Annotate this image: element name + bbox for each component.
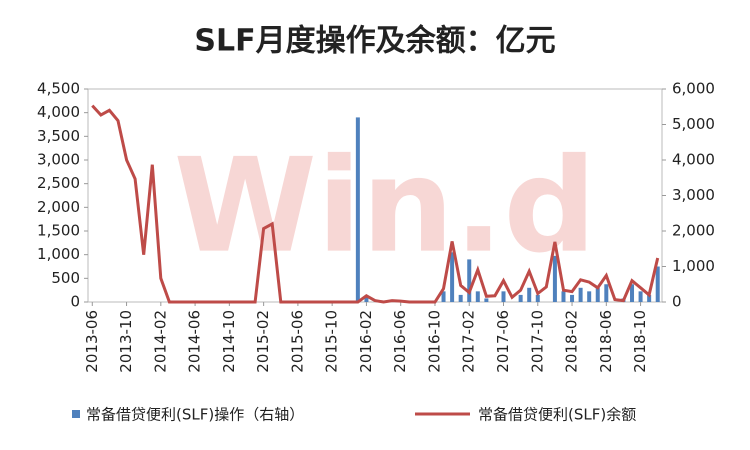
bar <box>475 291 480 302</box>
bar <box>467 259 472 302</box>
y2-tick-label: 6,000 <box>672 80 715 98</box>
legend-swatch <box>72 410 80 418</box>
bar <box>561 291 566 302</box>
bar <box>355 117 360 303</box>
bar <box>458 294 463 302</box>
x-tick-label: 2015-10 <box>323 310 341 373</box>
x-tick-label: 2017-02 <box>460 310 478 373</box>
x-tick-label: 2016-06 <box>391 310 409 373</box>
x-tick-label: 2018-06 <box>597 310 615 373</box>
x-tick-label: 2015-06 <box>288 310 306 373</box>
bar <box>484 298 489 302</box>
y-tick-label: 1,000 <box>37 245 80 263</box>
y-tick-label: 4,500 <box>37 80 80 98</box>
bar <box>552 255 557 302</box>
y-tick-label: 0 <box>70 293 80 311</box>
legend-label: 常备借贷便利(SLF)操作（右轴） <box>86 406 304 424</box>
x-tick-label: 2015-02 <box>254 310 272 373</box>
bar <box>535 294 540 302</box>
bar <box>587 291 592 302</box>
chart-title: SLF月度操作及余额：亿元 <box>194 24 555 59</box>
y-tick-label: 4,000 <box>37 103 80 121</box>
y-tick-label: 2,000 <box>37 198 80 216</box>
bar <box>450 252 455 302</box>
legend-label: 常备借贷便利(SLF)余额 <box>478 406 636 424</box>
x-tick-label: 2016-02 <box>357 310 375 373</box>
y2-tick-label: 5,000 <box>672 115 715 133</box>
bar <box>578 287 583 302</box>
y2-tick-label: 3,000 <box>672 186 715 204</box>
x-tick-label: 2016-10 <box>425 310 443 373</box>
bar <box>527 287 532 302</box>
x-tick-label: 2018-02 <box>563 310 581 373</box>
x-tick-label: 2017-10 <box>528 310 546 373</box>
line <box>91 104 660 304</box>
bar <box>655 266 660 302</box>
bar <box>364 296 369 302</box>
y-tick-label: 2,500 <box>37 174 80 192</box>
y-tick-label: 1,500 <box>37 222 80 240</box>
x-tick-label: 2014-02 <box>151 310 169 373</box>
bar <box>595 287 600 302</box>
x-tick-label: 2013-10 <box>117 310 135 373</box>
x-tick-label: 2013-06 <box>83 310 101 373</box>
bar <box>638 291 643 302</box>
bar <box>570 294 575 302</box>
x-tick-label: 2017-06 <box>494 310 512 373</box>
watermark: Win.d <box>174 130 597 282</box>
bar <box>501 291 506 302</box>
y-tick-label: 3,500 <box>37 127 80 145</box>
y2-tick-label: 4,000 <box>672 151 715 169</box>
x-tick-label: 2014-06 <box>186 310 204 373</box>
y2-tick-label: 0 <box>672 293 682 311</box>
x-tick-label: 2018-10 <box>631 310 649 373</box>
bar <box>518 294 523 302</box>
y2-tick-label: 2,000 <box>672 222 715 240</box>
bar <box>604 284 609 302</box>
y-tick-label: 3,000 <box>37 151 80 169</box>
y2-tick-label: 1,000 <box>672 257 715 275</box>
x-tick-label: 2014-10 <box>220 310 238 373</box>
bar <box>441 291 446 302</box>
y-tick-label: 500 <box>51 269 80 287</box>
bar <box>630 284 635 302</box>
bar <box>647 294 652 302</box>
